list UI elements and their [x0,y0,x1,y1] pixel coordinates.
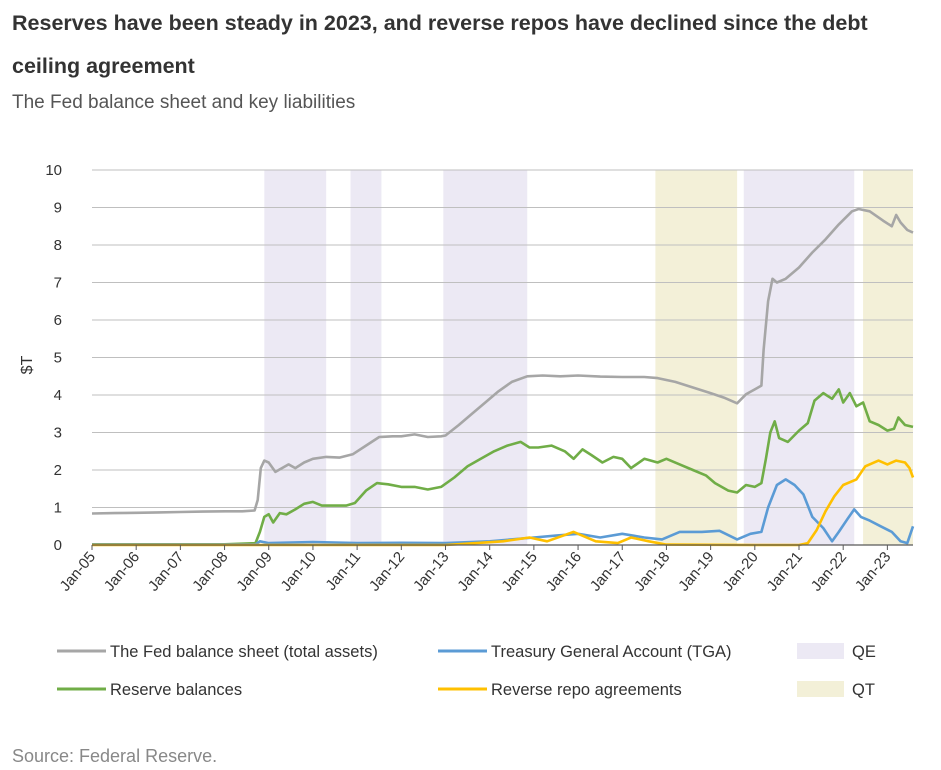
y-tick-label: 2 [54,462,62,479]
series-line-3 [92,478,915,546]
x-tick-label: Jan-05 [57,549,100,595]
y-tick-label: 6 [54,312,62,329]
x-tick-label: Jan-22 [808,549,851,595]
y-tick-label: 7 [54,275,62,292]
x-tick-label: Jan-11 [322,549,364,594]
x-tick-label: Jan-19 [675,549,718,595]
x-tick-label: Jan-23 [852,549,895,595]
y-tick-label: 0 [54,537,62,554]
x-tick-label: Jan-15 [498,549,541,595]
legend-label: QT [852,681,875,699]
y-tick-label: 8 [54,237,62,254]
y-axis-label: $T [19,355,36,374]
y-tick-label: 9 [54,200,62,217]
y-tick-label: 10 [45,162,62,179]
x-tick-label: Jan-21 [764,549,807,595]
legend-label: Reverse repo agreements [491,681,682,699]
y-tick-label: 1 [54,500,62,517]
series-lines [91,207,915,547]
series-line-2 [92,388,914,546]
x-tick-label: Jan-20 [719,549,762,595]
x-tick-label: Jan-18 [631,549,674,595]
x-tick-label: Jan-10 [277,549,320,595]
legend: The Fed balance sheet (total assets) Trea… [57,643,876,699]
legend-label: QE [852,643,876,661]
y-tick-label: 4 [54,387,62,404]
y-tick-label: 5 [54,350,62,367]
legend-label: Treasury General Account (TGA) [491,643,732,661]
x-tick-label: Jan-12 [366,549,409,595]
gridlines [92,169,913,508]
legend-label: Reserve balances [110,681,242,699]
x-tick-label: Jan-06 [101,549,144,595]
x-tick-label: Jan-07 [145,549,188,595]
x-tick-label: Jan-17 [587,549,630,595]
legend-swatch-qt [797,681,844,697]
x-tick-label: Jan-13 [410,549,453,595]
x-tick-label: Jan-09 [233,549,276,595]
series-line-1 [91,207,914,515]
x-tick-label: Jan-14 [454,549,497,595]
chart-subtitle: The Fed balance sheet and key liabilitie… [12,92,356,113]
legend-swatch-qe [797,643,844,659]
source-note: Source: Federal Reserve. [12,746,218,766]
y-tick-label: 3 [54,425,62,442]
x-tick-label: Jan-08 [189,549,232,595]
x-tick-label: Jan-16 [543,549,586,595]
legend-label: The Fed balance sheet (total assets) [110,643,378,661]
chart-title: Reserves have been steady in 2023, and r… [12,11,868,78]
